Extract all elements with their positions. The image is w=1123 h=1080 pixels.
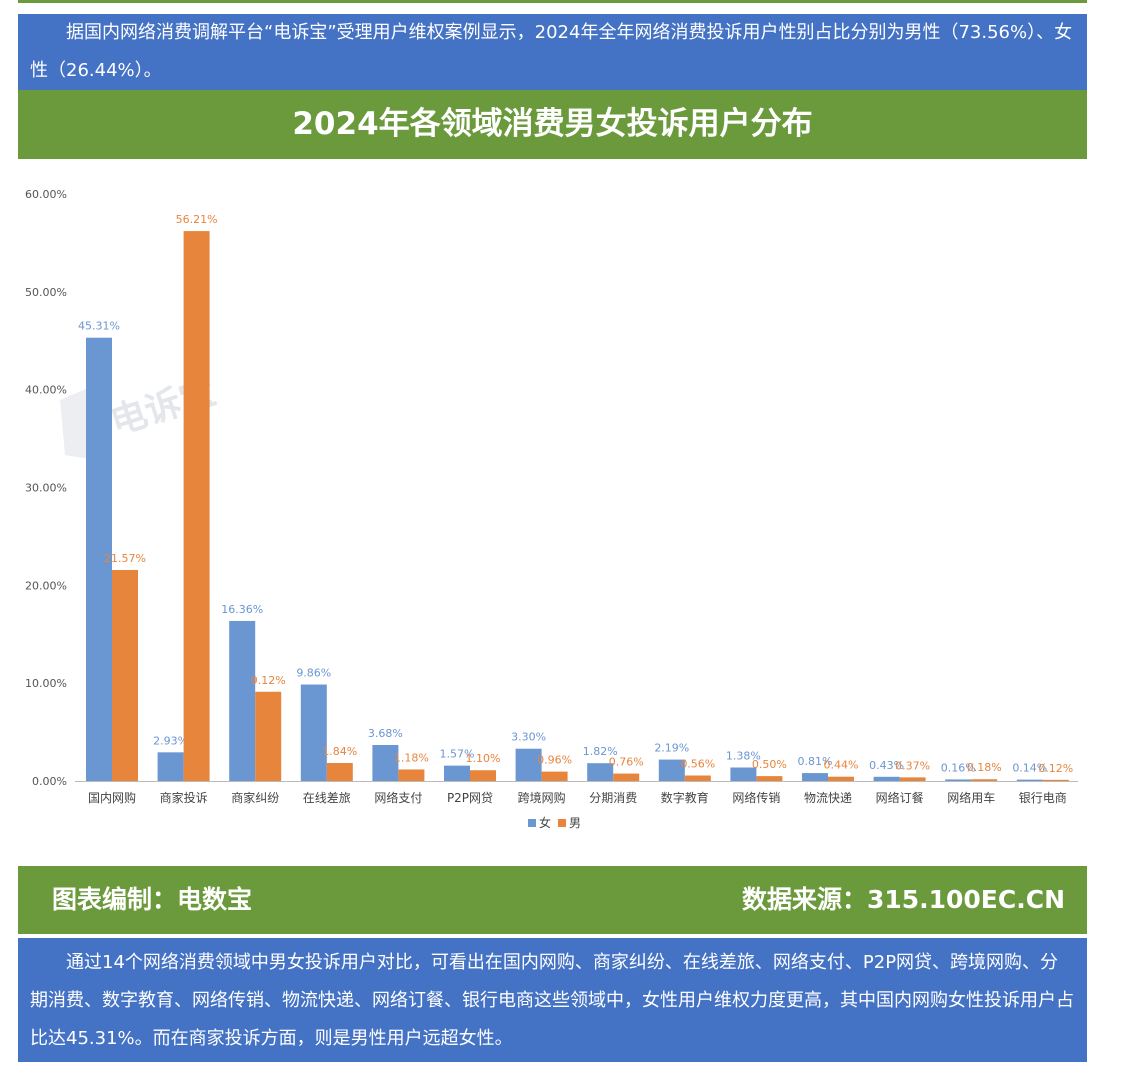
bar-female [444, 765, 470, 781]
bar-female [515, 748, 542, 781]
bar-female [658, 759, 685, 781]
bar-female [157, 752, 184, 781]
x-tick-label: 网络支付 [374, 790, 422, 805]
y-tick-label: 40.00% [25, 384, 67, 397]
x-tick-label: 网络订餐 [876, 790, 924, 805]
bar-female [945, 779, 972, 781]
data-label: 9.12% [251, 674, 286, 687]
data-label: 56.21% [176, 213, 218, 226]
x-tick-label: 物流快递 [804, 791, 852, 805]
data-label: 1.18% [394, 751, 429, 764]
intro-text: 据国内网络消费调解平台“电诉宝”受理用户维权案例显示，2024年全年网络消费投诉… [30, 22, 1073, 81]
data-label: 0.76% [609, 756, 644, 769]
legend-label: 男 [569, 816, 581, 830]
x-tick-label: P2P网贷 [447, 791, 493, 805]
data-label: 0.16% [941, 761, 976, 774]
data-label: 1.38% [726, 749, 761, 762]
chart-title: 2024年各领域消费男女投诉用户分布 [292, 106, 813, 142]
data-label: 0.50% [752, 758, 787, 771]
bar-female [300, 684, 327, 781]
y-tick-label: 0.00% [32, 775, 67, 788]
y-tick-label: 50.00% [25, 286, 67, 299]
summary-box: 通过14个网络消费领域中男女投诉用户对比，可看出在国内网购、商家纠纷、在线差旅、… [18, 938, 1087, 1062]
data-label: 1.57% [440, 748, 475, 761]
top-divider [18, 0, 1087, 3]
bar-female [730, 767, 757, 781]
data-label: 16.36% [221, 603, 263, 616]
data-label: 0.43% [869, 759, 904, 772]
bar-male [255, 691, 282, 781]
bar-female [587, 763, 614, 781]
x-tick-label: 国内网购 [88, 790, 136, 805]
bar-male [112, 569, 138, 781]
legend-swatch [528, 819, 536, 827]
data-label: 2.19% [654, 742, 689, 755]
data-label: 3.30% [511, 731, 546, 744]
bar-male [756, 776, 783, 781]
data-label: 2.93% [153, 734, 188, 747]
y-tick-label: 30.00% [25, 482, 67, 495]
data-label: 21.57% [104, 552, 146, 565]
x-tick-label: 网络用车 [947, 790, 995, 805]
bar-male [899, 777, 926, 781]
data-label: 1.10% [466, 752, 501, 765]
summary-text: 通过14个网络消费领域中男女投诉用户对比，可看出在国内网购、商家纠纷、在线差旅、… [30, 952, 1074, 1049]
x-tick-label: 商家纠纷 [231, 790, 279, 805]
bar-female [1016, 779, 1043, 781]
bar-male [684, 775, 711, 781]
bar-female [372, 744, 399, 781]
x-tick-label: 分期消费 [589, 791, 637, 805]
bar-male [828, 776, 854, 781]
x-tick-label: 银行电商 [1019, 790, 1067, 805]
bar-male [470, 770, 496, 781]
data-label: 1.82% [583, 745, 618, 758]
data-label: 0.14% [1012, 762, 1047, 775]
data-label: 0.37% [895, 759, 930, 772]
bar-male [398, 769, 425, 781]
legend-label: 女 [539, 815, 551, 830]
data-label: 0.96% [537, 754, 572, 767]
bar-male [326, 762, 353, 781]
bar-male [971, 779, 998, 781]
data-label: 3.68% [368, 727, 403, 740]
data-label: 0.56% [680, 758, 715, 771]
x-tick-label: 跨境网购 [518, 790, 566, 805]
bar-female [86, 337, 112, 781]
bar-female [802, 773, 828, 781]
legend-swatch [558, 819, 566, 827]
x-tick-label: 商家投诉 [160, 790, 208, 805]
data-label: 0.81% [798, 755, 833, 768]
data-label: 0.18% [967, 761, 1002, 774]
data-label: 0.12% [1038, 762, 1073, 775]
y-tick-label: 10.00% [25, 677, 67, 690]
intro-box: 据国内网络消费调解平台“电诉宝”受理用户维权案例显示，2024年全年网络消费投诉… [18, 14, 1087, 90]
bar-male [1042, 779, 1069, 781]
bar-male [183, 231, 210, 781]
x-tick-label: 网络传销 [732, 790, 780, 805]
data-source: 数据来源：315.100EC.CN [741, 885, 1065, 914]
bar-female [229, 620, 256, 781]
x-tick-label: 数字教育 [661, 790, 709, 805]
y-tick-label: 60.00% [25, 188, 67, 201]
x-tick-label: 在线差旅 [303, 791, 351, 805]
footer-bar: 图表编制：电数宝 数据来源：315.100EC.CN [18, 866, 1087, 934]
data-label: 0.44% [824, 759, 859, 772]
data-label: 1.84% [322, 745, 357, 758]
y-tick-label: 20.00% [25, 579, 67, 592]
bar-chart: 电诉宝0.00%10.00%20.00%30.00%40.00%50.00%60… [25, 188, 1078, 830]
data-label: 9.86% [296, 667, 331, 680]
bar-male [613, 773, 640, 781]
bar-male [541, 771, 568, 781]
chart-author: 图表编制：电数宝 [52, 885, 253, 914]
data-label: 45.31% [78, 320, 120, 333]
chart-title-bar: 2024年各领域消费男女投诉用户分布 [18, 90, 1087, 159]
bar-female [873, 776, 900, 781]
